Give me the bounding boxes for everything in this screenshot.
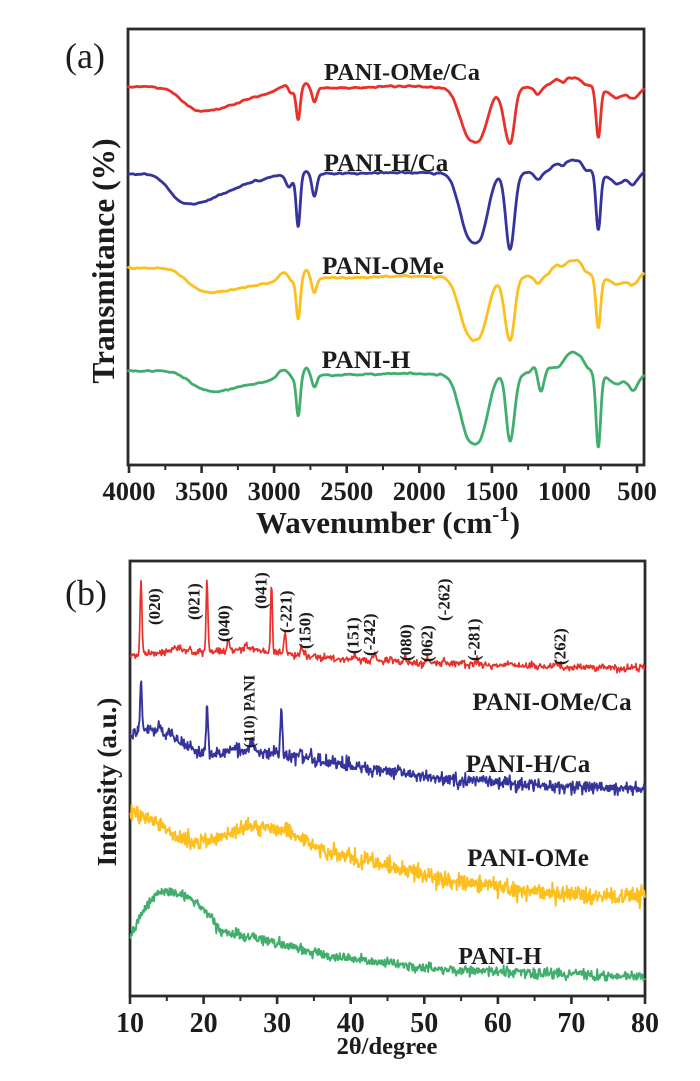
svg-text:1000: 1000: [538, 476, 591, 506]
svg-text:60: 60: [484, 1008, 512, 1039]
svg-text:(262): (262): [550, 628, 569, 665]
svg-text:PANI-OMe/Ca: PANI-OMe/Ca: [472, 689, 632, 716]
svg-text:PANI-OMe: PANI-OMe: [467, 845, 589, 872]
svg-text:PANI-OMe: PANI-OMe: [322, 253, 444, 280]
svg-text:(020): (020): [145, 588, 164, 625]
svg-text:4000: 4000: [103, 476, 156, 506]
svg-text:PANI-H/Ca: PANI-H/Ca: [466, 751, 591, 778]
svg-text:(062): (062): [417, 625, 436, 662]
svg-text:10: 10: [116, 1008, 144, 1039]
svg-text:(040): (040): [214, 605, 233, 642]
svg-text:(110) PANI: (110) PANI: [241, 675, 258, 748]
svg-text:(b): (b): [65, 573, 107, 613]
svg-text:(-221): (-221): [276, 591, 295, 633]
svg-text:PANI-H: PANI-H: [322, 345, 411, 374]
svg-text:(-242): (-242): [360, 614, 379, 656]
svg-text:Intensity (a.u.): Intensity (a.u.): [92, 698, 122, 867]
svg-text:30: 30: [263, 1008, 291, 1039]
svg-text:500: 500: [617, 476, 657, 506]
svg-text:PANI-OMe/Ca: PANI-OMe/Ca: [324, 59, 480, 86]
svg-text:2500: 2500: [320, 476, 373, 506]
svg-text:(a): (a): [65, 36, 105, 76]
svg-text:PANI-H: PANI-H: [458, 944, 542, 970]
svg-text:2000: 2000: [393, 476, 446, 506]
svg-text:80: 80: [631, 1008, 659, 1039]
svg-text:Wavenumber (cm-1): Wavenumber (cm-1): [256, 502, 520, 540]
svg-text:50: 50: [410, 1008, 438, 1039]
svg-text:2θ/degree: 2θ/degree: [337, 1033, 438, 1060]
svg-text:(150): (150): [295, 612, 314, 649]
svg-text:70: 70: [557, 1008, 585, 1039]
svg-text:1500: 1500: [465, 476, 518, 506]
svg-text:(041): (041): [251, 572, 270, 609]
svg-text:(080): (080): [396, 624, 415, 661]
svg-text:PANI-H/Ca: PANI-H/Ca: [324, 150, 449, 177]
svg-text:(151): (151): [343, 617, 362, 654]
svg-text:3500: 3500: [175, 476, 228, 506]
svg-text:(-262): (-262): [434, 579, 453, 621]
svg-text:40: 40: [337, 1008, 365, 1039]
svg-text:Transmitance (%): Transmitance (%): [86, 138, 121, 383]
svg-text:3000: 3000: [248, 476, 301, 506]
svg-text:20: 20: [190, 1008, 218, 1039]
svg-text:(-281): (-281): [464, 619, 483, 661]
svg-text:(021): (021): [184, 583, 203, 620]
